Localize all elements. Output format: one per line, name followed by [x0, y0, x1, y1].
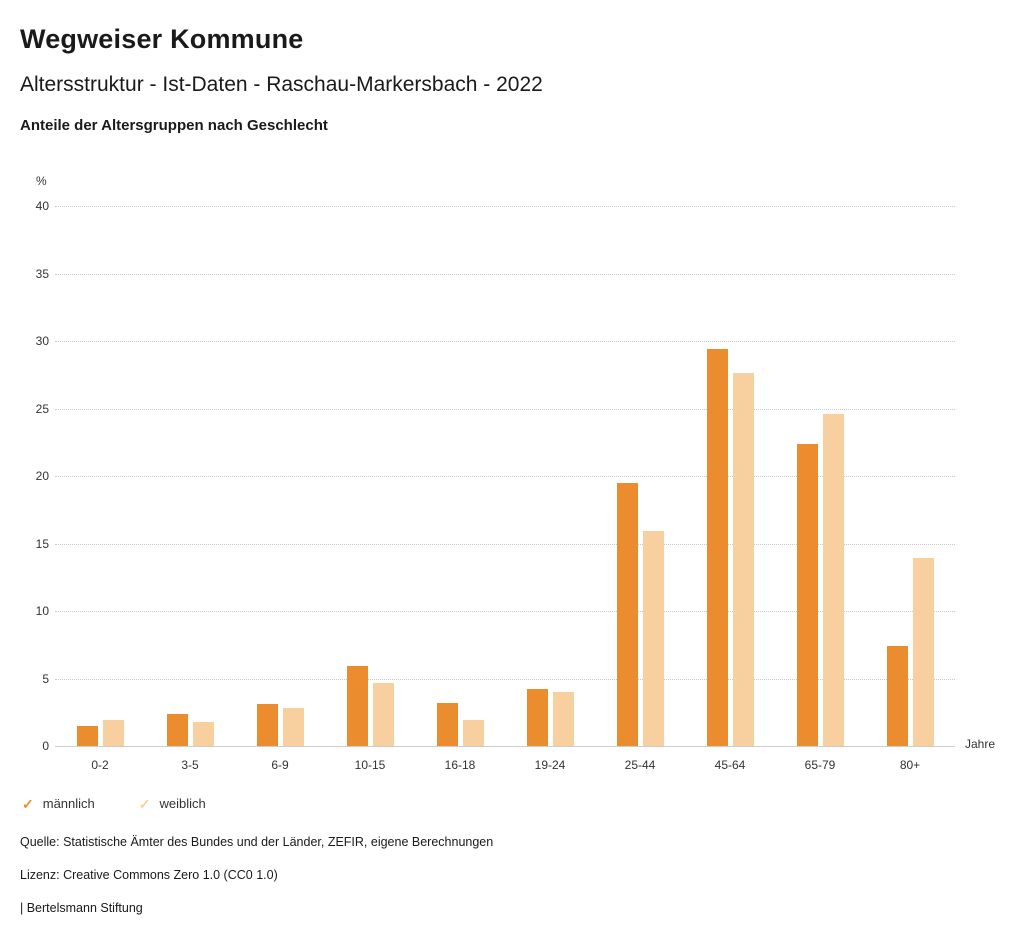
bar-männlich-25-44[interactable]	[616, 482, 638, 746]
bar-männlich-19-24[interactable]	[526, 689, 548, 746]
bar-männlich-0-2[interactable]	[76, 725, 98, 746]
y-tick-label-25: 25	[35, 401, 49, 416]
bar-männlich-16-18[interactable]	[436, 702, 458, 746]
x-tick-label-45-64: 45-64	[714, 758, 746, 772]
x-axis-unit-label: Jahre	[965, 737, 996, 751]
chart-subtitle: Altersstruktur - Ist-Daten - Raschau-Mar…	[20, 73, 543, 96]
x-tick-label-10-15: 10-15	[354, 758, 386, 772]
bar-group-0-2: 0-2	[55, 206, 145, 772]
gridline-10	[55, 611, 955, 612]
x-tick-label-19-24: 19-24	[534, 758, 566, 772]
legend-item-weiblich[interactable]: ✓ weiblich	[139, 796, 206, 811]
x-tick-label-65-79: 65-79	[804, 758, 836, 772]
chart: % 0 5 10 15 20 25 30 35 40 0-2 3-5 6-9 10-15 16-18 19-…	[20, 174, 1004, 772]
y-tick-label-5: 5	[42, 671, 49, 686]
y-tick-label-35: 35	[35, 266, 49, 281]
bar-männlich-10-15[interactable]	[346, 666, 368, 746]
bar-männlich-3-5[interactable]	[166, 713, 188, 746]
bar-weiblich-6-9[interactable]	[282, 708, 304, 746]
chart-description: Anteile der Altersgruppen nach Geschlech…	[20, 117, 328, 134]
y-axis-unit-label: %	[36, 174, 47, 188]
bar-weiblich-0-2[interactable]	[102, 720, 124, 746]
y-tick-label-15: 15	[35, 536, 49, 551]
y-tick-label-30: 30	[35, 334, 49, 348]
legend: ✓ männlich ✓ weiblich	[22, 796, 1004, 811]
bar-weiblich-25-44[interactable]	[642, 531, 664, 746]
y-tick-label-40: 40	[35, 199, 49, 213]
legend-label-maennlich: männlich	[42, 796, 95, 811]
check-icon: ✓	[22, 795, 34, 812]
gridline-0	[55, 746, 955, 747]
gridline-40	[55, 206, 955, 207]
bar-weiblich-3-5[interactable]	[192, 721, 214, 746]
gridline-5	[55, 678, 955, 680]
bar-group-10-15: 10-15	[325, 206, 415, 772]
y-tick-label-20: 20	[35, 469, 49, 483]
y-tick-label-10: 10	[35, 604, 49, 618]
bar-weiblich-80+[interactable]	[912, 558, 934, 746]
bar-group-65-79: 65-79	[775, 206, 865, 772]
gridline-25	[55, 408, 955, 410]
legend-label-weiblich: weiblich	[159, 796, 206, 811]
page-title: Wegweiser Kommune	[20, 24, 304, 54]
license-note: Lizenz: Creative Commons Zero 1.0 (CC0 1…	[20, 868, 278, 882]
bar-group-19-24: 19-24	[505, 206, 595, 772]
y-tick-label-0: 0	[42, 739, 49, 753]
bar-weiblich-16-18[interactable]	[462, 720, 484, 746]
bar-weiblich-45-64[interactable]	[732, 373, 754, 746]
bar-weiblich-10-15[interactable]	[372, 682, 394, 746]
x-tick-label-16-18: 16-18	[444, 758, 476, 772]
bar-weiblich-19-24[interactable]	[552, 692, 574, 746]
gridline-30	[55, 341, 955, 342]
check-icon: ✓	[138, 795, 151, 812]
source-note: Quelle: Statistische Ämter des Bundes un…	[20, 835, 494, 849]
x-tick-label-3-5: 3-5	[181, 758, 199, 772]
plot-area: 0 5 10 15 20 25 30 35 40 0-2 3-5 6-9 10-15 16-18 19-24…	[36, 199, 955, 772]
bar-männlich-65-79[interactable]	[796, 443, 818, 746]
bar-männlich-45-64[interactable]	[706, 349, 728, 746]
bar-group-3-5: 3-5	[145, 206, 235, 772]
bar-männlich-6-9[interactable]	[256, 704, 278, 746]
bar-group-6-9: 6-9	[235, 206, 325, 772]
x-tick-label-6-9: 6-9	[271, 758, 289, 772]
bar-männlich-80+[interactable]	[886, 646, 908, 746]
x-tick-label-80+: 80+	[899, 758, 921, 772]
footer: Quelle: Statistische Ämter des Bundes un…	[20, 835, 1004, 915]
legend-item-maennlich[interactable]: ✓ männlich	[22, 796, 95, 811]
bar-groups: 0-2 3-5 6-9 10-15 16-18 19-24 25-44 45-64 65-79 8…	[55, 206, 955, 772]
gridline-15	[55, 543, 955, 545]
gridline-35	[55, 273, 955, 275]
attribution-note: | Bertelsmann Stiftung	[20, 901, 143, 915]
bar-group-80+: 80+	[865, 206, 955, 772]
x-tick-label-25-44: 25-44	[624, 758, 656, 772]
gridline-20	[55, 476, 955, 477]
bar-group-16-18: 16-18	[415, 206, 505, 772]
bar-group-25-44: 25-44	[595, 206, 685, 772]
bar-group-45-64: 45-64	[685, 206, 775, 772]
x-tick-label-0-2: 0-2	[91, 758, 109, 772]
bar-weiblich-65-79[interactable]	[822, 413, 844, 746]
